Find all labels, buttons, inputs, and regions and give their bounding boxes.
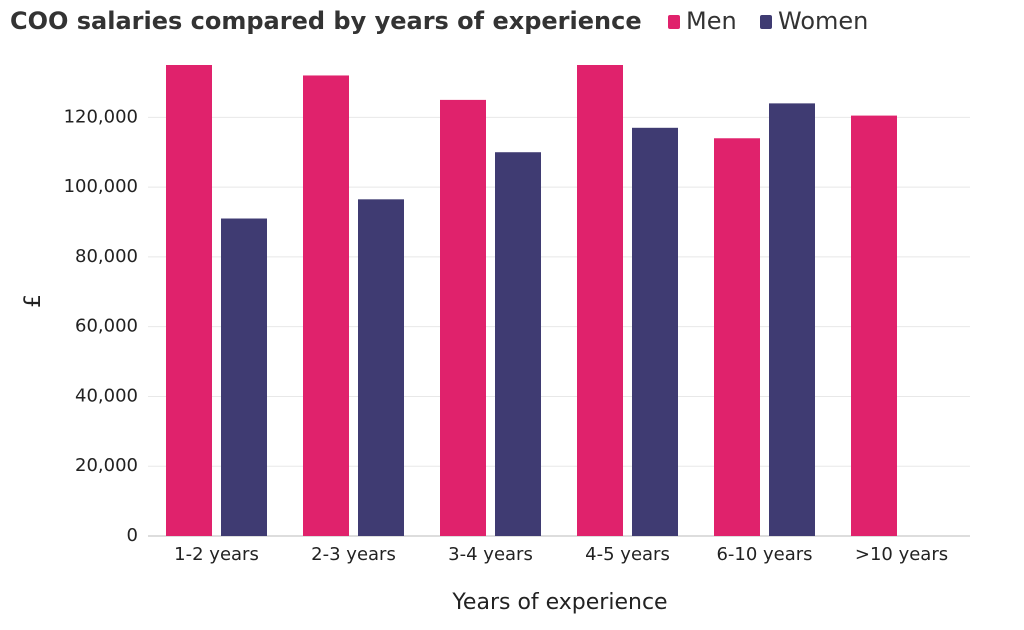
- bar: [714, 138, 760, 536]
- bar: [440, 99, 486, 536]
- x-tick-label: 6-10 years: [716, 544, 812, 565]
- legend-label: Women: [778, 7, 868, 35]
- y-axis-title: £: [21, 294, 46, 308]
- y-tick-label: 60,000: [75, 316, 138, 337]
- x-tick-label: 1-2 years: [174, 544, 259, 565]
- bar: [495, 152, 541, 536]
- y-tick-label: 80,000: [75, 246, 138, 267]
- chart-title: COO salaries compared by years of experi…: [10, 7, 642, 35]
- x-tick-label: 3-4 years: [448, 544, 533, 565]
- y-tick-label: 20,000: [75, 455, 138, 476]
- y-tick-label: 120,000: [64, 106, 138, 127]
- x-tick-label: 4-5 years: [585, 544, 670, 565]
- legend-label: Men: [686, 7, 737, 35]
- legend-swatch: [668, 15, 680, 29]
- bar: [166, 65, 212, 536]
- y-tick-label: 0: [127, 525, 138, 546]
- bar: [632, 127, 678, 537]
- bar: [358, 199, 404, 537]
- bar: [577, 65, 623, 536]
- y-tick-label: 40,000: [75, 385, 138, 406]
- x-tick-label: 2-3 years: [311, 544, 396, 565]
- bar: [303, 75, 349, 536]
- y-tick-label: 100,000: [64, 176, 138, 197]
- x-tick-label: >10 years: [855, 544, 948, 565]
- bar: [769, 103, 815, 536]
- x-axis-title: Years of experience: [451, 590, 667, 615]
- legend-swatch: [760, 15, 772, 29]
- bar: [221, 218, 267, 536]
- bar: [851, 115, 897, 536]
